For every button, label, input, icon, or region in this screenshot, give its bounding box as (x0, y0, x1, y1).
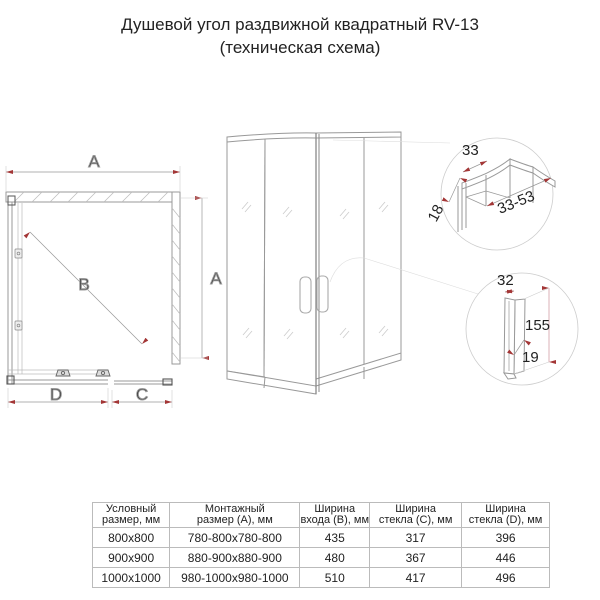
svg-text:C: C (136, 385, 148, 404)
svg-text:A: A (210, 269, 222, 288)
svg-text:D: D (50, 385, 62, 404)
svg-text:32: 32 (497, 272, 514, 289)
svg-text:33: 33 (462, 142, 479, 159)
svg-text:155: 155 (525, 317, 550, 334)
svg-text:A: A (88, 152, 100, 171)
svg-text:B: B (78, 275, 89, 294)
svg-text:19: 19 (522, 349, 539, 366)
